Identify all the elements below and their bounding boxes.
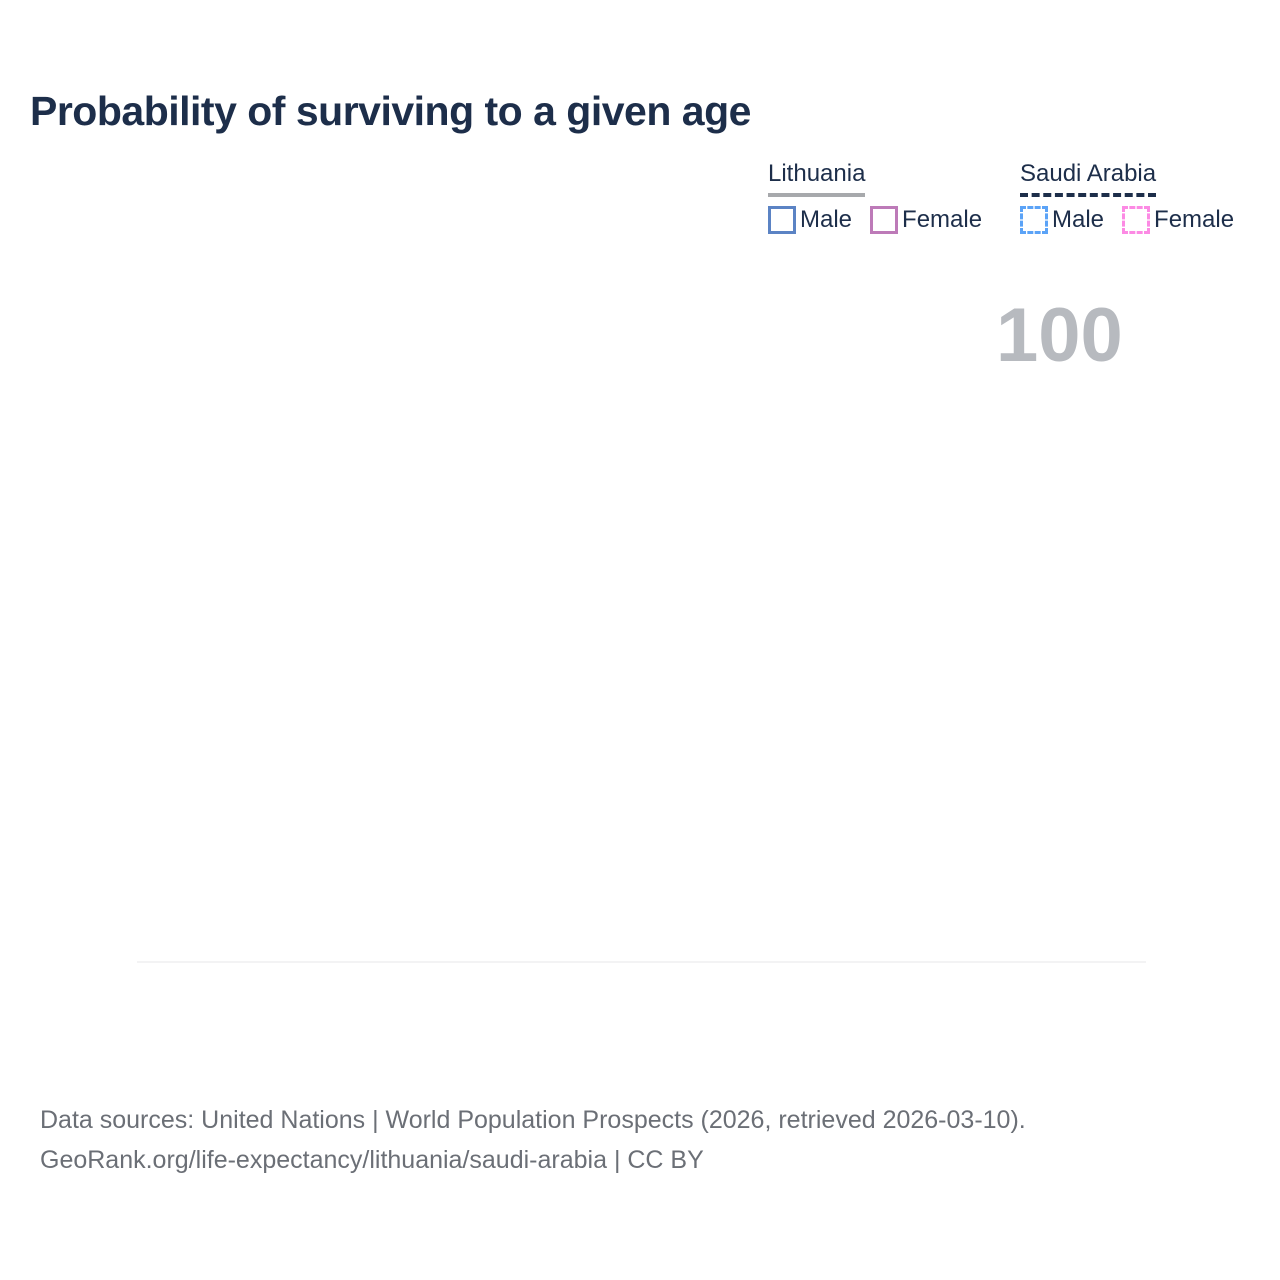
legend-swatch-icon bbox=[870, 206, 899, 234]
legend-item-label: Female bbox=[1154, 206, 1235, 233]
legend-group-title: Lithuania bbox=[768, 160, 866, 197]
footer-sources: Data sources: United Nations | World Pop… bbox=[40, 1106, 1026, 1134]
legend-group-title: Saudi Arabia bbox=[1020, 160, 1157, 197]
legend-group-lithuania: Lithuania Male Female bbox=[768, 160, 982, 234]
footer-link: GeoRank.org/life-expectancy/lithuania/sa… bbox=[40, 1146, 704, 1174]
legend-swatch-icon bbox=[768, 206, 796, 234]
legend-group-saudi-arabia: Saudi Arabia Male Female bbox=[1020, 160, 1234, 234]
legend-item-saudi-arabia-male[interactable]: Male bbox=[1020, 206, 1104, 234]
legend-item-label: Male bbox=[1052, 206, 1105, 233]
legend-item-label: Male bbox=[800, 206, 853, 233]
age-watermark: 100 bbox=[996, 293, 1123, 378]
legend-swatch-icon bbox=[1122, 206, 1151, 234]
legend-item-lithuania-male[interactable]: Male bbox=[768, 206, 852, 234]
legend-item-lithuania-female[interactable]: Female bbox=[870, 206, 982, 234]
legend-swatch-icon bbox=[1020, 206, 1048, 234]
footer: Data sources: United Nations | World Pop… bbox=[40, 1100, 1026, 1180]
legend-item-saudi-arabia-female[interactable]: Female bbox=[1122, 206, 1234, 234]
page-title: Probability of surviving to a given age bbox=[30, 88, 751, 134]
legend-item-label: Female bbox=[902, 206, 983, 233]
